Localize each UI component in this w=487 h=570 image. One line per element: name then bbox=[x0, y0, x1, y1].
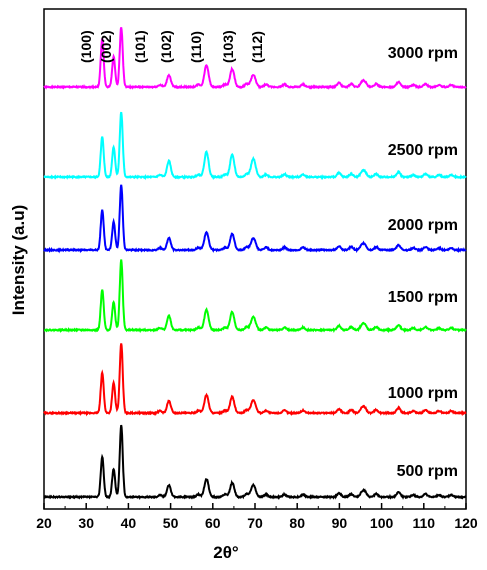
series-label: 2500 rpm bbox=[388, 142, 458, 159]
series-2000-rpm bbox=[43, 184, 467, 254]
series-line bbox=[43, 27, 467, 90]
x-axis-ticks: 20 30 40 50 60 70 80 90 100 110 120 bbox=[36, 503, 478, 531]
series-label: 2000 rpm bbox=[388, 217, 458, 234]
series-1500-rpm bbox=[44, 259, 467, 334]
x-tick-label: 120 bbox=[454, 515, 478, 531]
series-1000-rpm bbox=[43, 343, 467, 417]
series-line bbox=[43, 343, 467, 417]
series-label: 3000 rpm bbox=[388, 45, 458, 62]
x-tick-label: 70 bbox=[247, 515, 263, 531]
x-tick-label: 40 bbox=[121, 515, 137, 531]
peak-labels: (100) (002) (101) (102) (110) (103) (112) bbox=[78, 30, 265, 63]
series-layer bbox=[43, 27, 467, 500]
x-tick-label: 50 bbox=[163, 515, 179, 531]
y-axis-label: Intensity (a.u) bbox=[9, 205, 28, 316]
peak-label: (112) bbox=[249, 31, 265, 63]
series-line bbox=[43, 184, 467, 254]
series-label: 1500 rpm bbox=[388, 289, 458, 306]
series-line bbox=[43, 424, 467, 500]
x-tick-label: 90 bbox=[332, 515, 348, 531]
x-tick-label: 80 bbox=[289, 515, 305, 531]
series-label: 1000 rpm bbox=[388, 385, 458, 402]
peak-label: (100) bbox=[78, 30, 94, 63]
x-tick-label: 100 bbox=[370, 515, 394, 531]
x-tick-label: 110 bbox=[413, 515, 436, 531]
x-axis-label: 2θ° bbox=[213, 543, 239, 562]
series-3000-rpm bbox=[43, 27, 467, 90]
peak-label: (101) bbox=[132, 30, 148, 63]
series-2500-rpm bbox=[43, 111, 467, 181]
peak-label: (102) bbox=[158, 30, 174, 63]
x-tick-label: 20 bbox=[36, 515, 52, 531]
plot-frame bbox=[43, 8, 467, 510]
peak-label: (110) bbox=[188, 31, 204, 63]
peak-label: (002) bbox=[98, 30, 114, 63]
peak-label: (103) bbox=[220, 30, 236, 63]
x-tick-label: 60 bbox=[205, 515, 221, 531]
series-label: 500 rpm bbox=[397, 463, 458, 480]
series-line bbox=[43, 111, 467, 181]
series-line bbox=[44, 259, 467, 334]
series-500-rpm bbox=[43, 424, 467, 500]
series-labels: 3000 rpm 2500 rpm 2000 rpm 1500 rpm 1000 rpm… bbox=[388, 45, 458, 480]
x-tick-label: 30 bbox=[78, 515, 94, 531]
